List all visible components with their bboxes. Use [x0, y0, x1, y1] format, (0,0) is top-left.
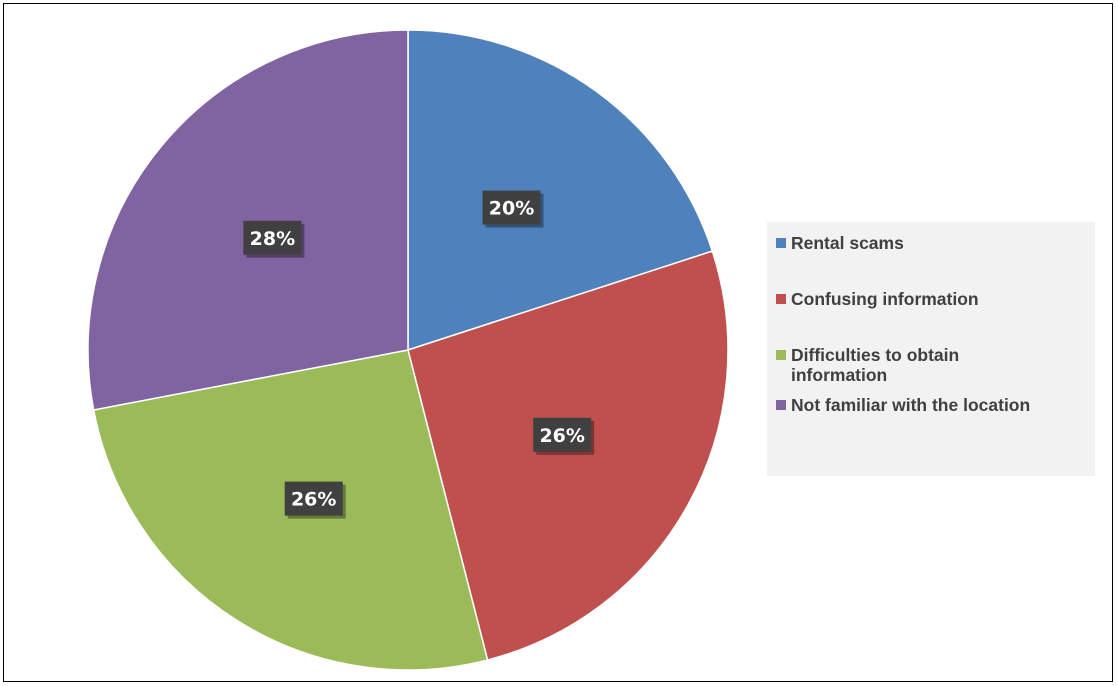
data-label-confusing-information: 26% [533, 417, 595, 455]
data-label-box [284, 481, 343, 516]
legend-item-difficulties-to-obtain-information: Difficulties to obtain information [776, 345, 1095, 385]
pie-slice-rental-scams [407, 29, 714, 352]
legend-label-confusing-information: Confusing information [791, 289, 979, 309]
pie-slice-not-familiar-with-the-location [87, 29, 409, 411]
legend-swatch-rental-scams [776, 238, 786, 248]
legend-item-rental-scams: Rental scams [776, 233, 1095, 253]
legend-item-confusing-information: Confusing information [776, 289, 1095, 309]
legend-swatch-not-familiar-with-the-location [776, 400, 786, 410]
data-label-text: 26% [291, 489, 336, 511]
pie-slice-confusing-information [407, 250, 729, 661]
legend-label-not-familiar-with-the-location: Not familiar with the location [791, 395, 1031, 415]
data-label-text: 20% [489, 198, 534, 220]
data-label-box [533, 417, 592, 452]
legend-swatch-confusing-information [776, 294, 786, 304]
pie-slices [87, 29, 729, 671]
data-label-box [482, 190, 541, 225]
pie-data-labels: 20% 26% 26% 28% [243, 190, 595, 519]
legend-label-rental-scams: Rental scams [791, 233, 904, 253]
legend-swatch-difficulties-to-obtain-information [776, 350, 786, 360]
data-label-difficulties-to-obtain-information: 26% [284, 481, 346, 519]
data-label-text: 26% [539, 425, 584, 447]
data-label-text: 28% [250, 228, 295, 250]
legend-label-difficulties-to-obtain-information: Difficulties to obtain information [791, 345, 960, 385]
data-label-box [243, 220, 302, 255]
data-label-not-familiar-with-the-location: 28% [243, 220, 305, 258]
data-label-rental-scams: 20% [482, 190, 544, 228]
legend: Rental scams Confusing information Diffi… [767, 222, 1095, 476]
legend-item-not-familiar-with-the-location: Not familiar with the location [776, 395, 1095, 415]
